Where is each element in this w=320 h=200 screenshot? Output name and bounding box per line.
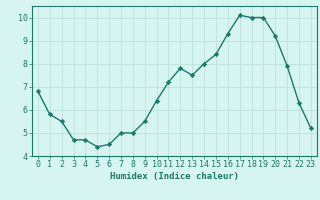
X-axis label: Humidex (Indice chaleur): Humidex (Indice chaleur) (110, 172, 239, 181)
